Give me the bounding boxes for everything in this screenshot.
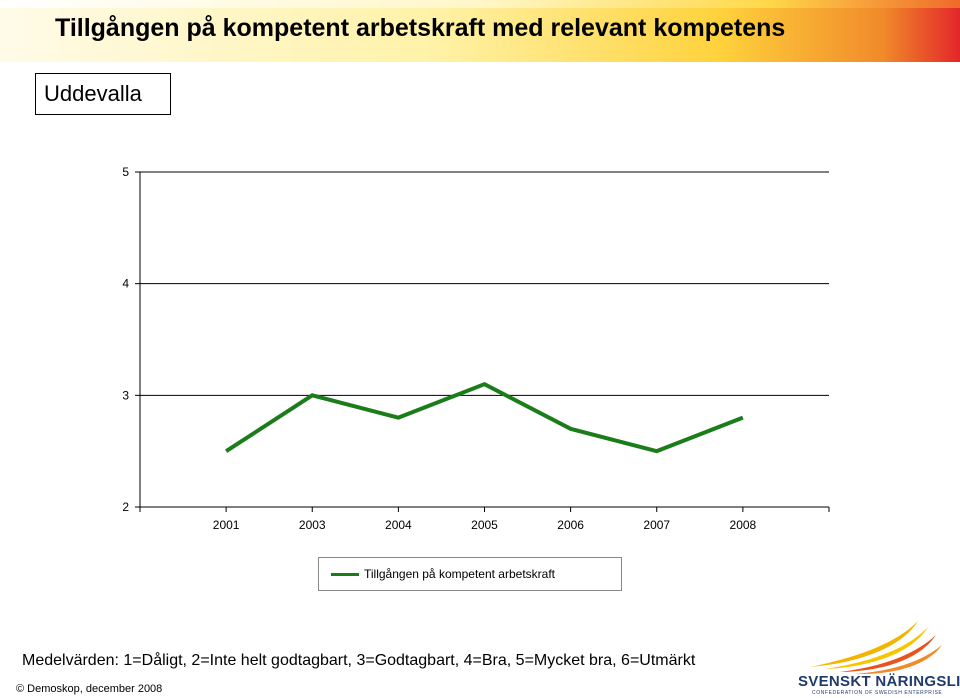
y-tick-label: 5	[122, 165, 129, 179]
copyright: © Demoskop, december 2008	[16, 683, 163, 695]
y-tick-label: 4	[122, 277, 129, 291]
logo-flame-icon	[810, 621, 942, 675]
svenskt-naringsliv-logo: SVENSKT NÄRINGSLIV CONFEDERATION OF SWED…	[790, 617, 960, 698]
region-label: Uddevalla	[35, 73, 171, 115]
x-tick-label: 2001	[213, 518, 240, 532]
legend-swatch	[331, 573, 359, 576]
grid-lines	[140, 171, 829, 396]
axes	[135, 171, 830, 512]
scale-note: Medelvärden: 1=Dåligt, 2=Inte helt godta…	[22, 652, 696, 669]
logo-text: SVENSKT NÄRINGSLIV	[798, 673, 960, 690]
x-tick-label: 2006	[557, 518, 584, 532]
y-tick-labels: 2 3 4 5	[122, 165, 129, 514]
y-tick-label: 3	[122, 388, 129, 402]
series	[225, 381, 744, 454]
x-tick-label: 2005	[471, 518, 498, 532]
y-tick-label: 2	[122, 500, 129, 514]
x-tick-label: 2007	[643, 518, 670, 532]
title-bar-highlight	[0, 0, 960, 8]
x-tick-labels: 2001 2003 2004 2005 2006 2007 2008	[213, 518, 757, 532]
title-bar	[0, 0, 960, 62]
x-tick-label: 2004	[385, 518, 412, 532]
page-title: Tillgången på kompetent arbetskraft med …	[55, 14, 786, 42]
x-tick-label: 2003	[299, 518, 326, 532]
logo-subtitle: CONFEDERATION OF SWEDISH ENTERPRISE	[812, 690, 943, 696]
series-line	[225, 381, 744, 454]
legend-label: Tillgången på kompetent arbetskraft	[364, 567, 555, 581]
x-tick-label: 2008	[730, 518, 757, 532]
legend: Tillgången på kompetent arbetskraft	[318, 557, 622, 591]
